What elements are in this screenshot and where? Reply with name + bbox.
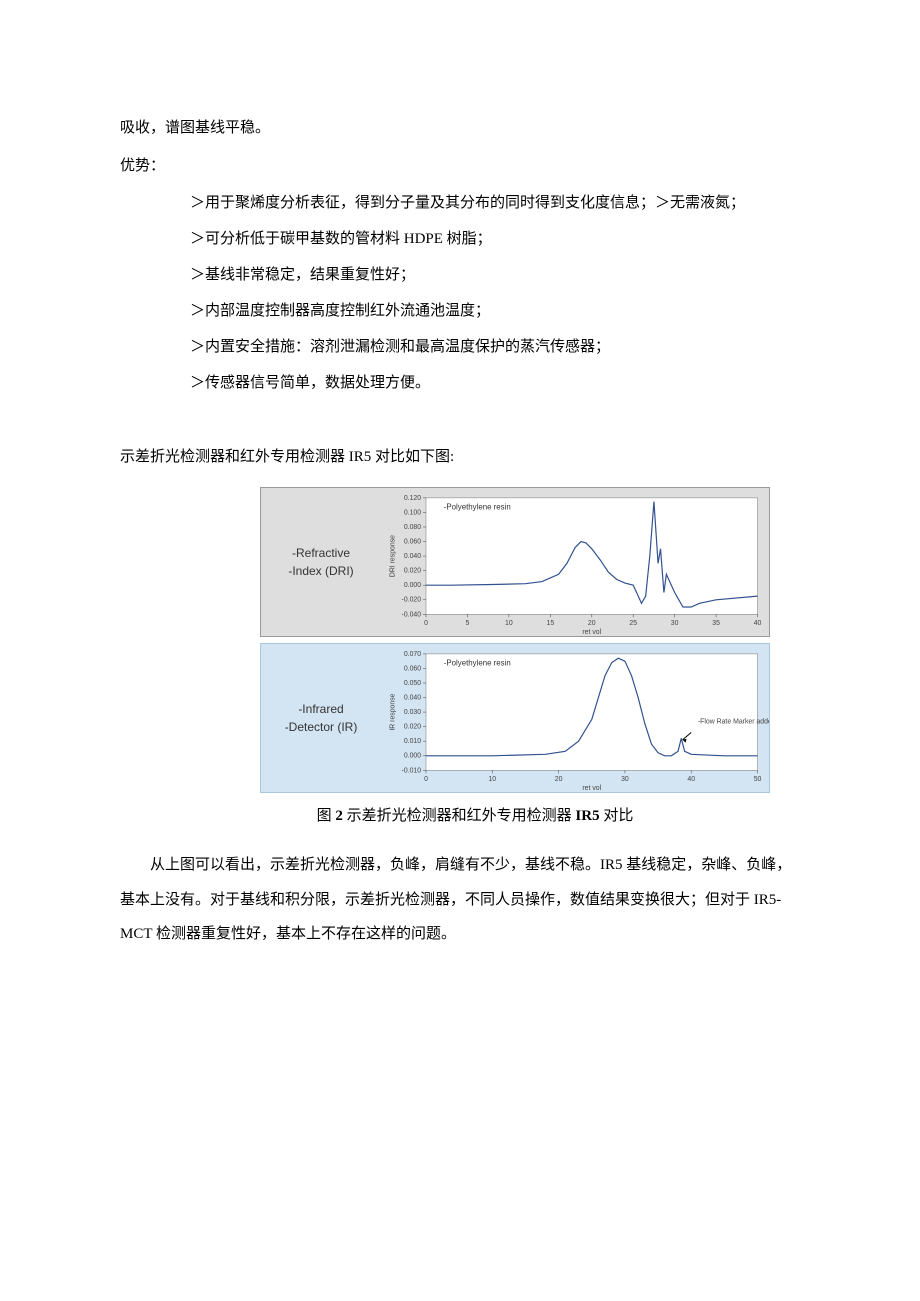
chart-panel-ir: -Infrared -Detector (IR) 0.070 0.060 0.050… xyxy=(260,643,770,793)
chart-label-line: -Infrared xyxy=(298,700,343,718)
svg-text:0.010: 0.010 xyxy=(404,738,421,745)
chart-label-line: -Detector (IR) xyxy=(285,718,358,736)
svg-text:50: 50 xyxy=(754,776,762,783)
svg-text:0.120: 0.120 xyxy=(404,494,421,501)
caption-bold: IR5 xyxy=(575,808,599,824)
svg-text:0.070: 0.070 xyxy=(404,650,421,657)
svg-text:0.020: 0.020 xyxy=(404,723,421,730)
svg-text:30: 30 xyxy=(621,776,629,783)
svg-text:0.020: 0.020 xyxy=(404,567,421,574)
svg-text:35: 35 xyxy=(712,620,720,627)
chart-body-dri: 0.120 0.100 0.080 0.060 0.040 0.020 0.000 -0.02… xyxy=(381,488,769,636)
caption-text: 示差折光检测器和红外专用检测器 xyxy=(343,808,576,824)
svg-text:0.080: 0.080 xyxy=(404,523,421,530)
chart-body-ir: 0.070 0.060 0.050 0.040 0.030 0.020 0.010 0.000… xyxy=(381,644,769,792)
svg-text:20: 20 xyxy=(588,620,596,627)
svg-text:0.050: 0.050 xyxy=(404,679,421,686)
advantage-list: ＞用于聚烯度分析表征，得到分子量及其分布的同时得到支化度信息；＞无需液氮； ＞可… xyxy=(120,185,800,401)
list-item: ＞传感器信号简单，数据处理方便。 xyxy=(190,365,800,401)
svg-text:DRI response: DRI response xyxy=(389,534,396,576)
svg-text:IR response: IR response xyxy=(389,693,396,730)
svg-text:15: 15 xyxy=(546,620,554,627)
conclusion-paragraph: 从上图可以看出，示差折光检测器，负峰，肩缝有不少，基线不稳。IR5 基线稳定，杂… xyxy=(120,848,800,952)
chart-label-dri: -Refractive -Index (DRI) xyxy=(261,488,381,636)
svg-text:ret vol: ret vol xyxy=(582,629,601,636)
svg-text:-Polyethylene resin: -Polyethylene resin xyxy=(444,502,511,511)
svg-text:0.040: 0.040 xyxy=(404,694,421,701)
chart-label-line: -Refractive xyxy=(292,544,350,562)
list-item: ＞基线非常稳定，结果重复性好； xyxy=(190,257,800,293)
svg-text:-0.010: -0.010 xyxy=(402,767,422,774)
intro-line-2: 优势： xyxy=(120,148,800,186)
svg-text:30: 30 xyxy=(671,620,679,627)
caption-text: 图 xyxy=(317,808,336,824)
svg-text:0.030: 0.030 xyxy=(404,709,421,716)
svg-text:10: 10 xyxy=(505,620,513,627)
svg-text:0.060: 0.060 xyxy=(404,538,421,545)
list-item: ＞用于聚烯度分析表征，得到分子量及其分布的同时得到支化度信息；＞无需液氮； xyxy=(190,185,800,221)
svg-text:0.040: 0.040 xyxy=(404,553,421,560)
list-item: ＞内部温度控制器高度控制红外流通池温度； xyxy=(190,293,800,329)
svg-text:-0.040: -0.040 xyxy=(402,611,422,618)
list-item: ＞内置安全措施：溶剂泄漏检测和最高温度保护的蒸汽传感器； xyxy=(190,329,800,365)
svg-text:0.060: 0.060 xyxy=(404,665,421,672)
svg-text:-Flow Rate Marker added: -Flow Rate Marker added xyxy=(698,718,769,725)
chart-label-ir: -Infrared -Detector (IR) xyxy=(261,644,381,792)
svg-text:0: 0 xyxy=(424,776,428,783)
svg-text:0.000: 0.000 xyxy=(404,582,421,589)
chart-label-line: -Index (DRI) xyxy=(288,562,353,580)
chart-panel-dri: -Refractive -Index (DRI) 0.120 0.100 0.080… xyxy=(260,487,770,637)
svg-text:0.100: 0.100 xyxy=(404,509,421,516)
figure-caption: 图 2 示差折光检测器和红外专用检测器 IR5 对比 xyxy=(120,799,800,834)
comparison-intro: 示差折光检测器和红外专用检测器 IR5 对比如下图: xyxy=(120,439,800,477)
svg-text:5: 5 xyxy=(466,620,470,627)
svg-text:0: 0 xyxy=(424,620,428,627)
list-item: ＞可分析低于碳甲基数的管材料 HDPE 树脂； xyxy=(190,221,800,257)
svg-text:ret vol: ret vol xyxy=(582,785,601,792)
figure-block: -Refractive -Index (DRI) 0.120 0.100 0.080… xyxy=(260,487,770,793)
svg-text:40: 40 xyxy=(687,776,695,783)
svg-text:0.000: 0.000 xyxy=(404,752,421,759)
svg-text:25: 25 xyxy=(629,620,637,627)
svg-text:20: 20 xyxy=(555,776,563,783)
caption-text: 对比 xyxy=(600,808,634,824)
svg-text:-Polyethylene resin: -Polyethylene resin xyxy=(444,658,511,667)
svg-text:10: 10 xyxy=(488,776,496,783)
svg-text:40: 40 xyxy=(754,620,762,627)
svg-text:-0.020: -0.020 xyxy=(402,596,422,603)
caption-num: 2 xyxy=(335,808,343,824)
intro-line-1: 吸收，谱图基线平稳。 xyxy=(120,110,800,148)
